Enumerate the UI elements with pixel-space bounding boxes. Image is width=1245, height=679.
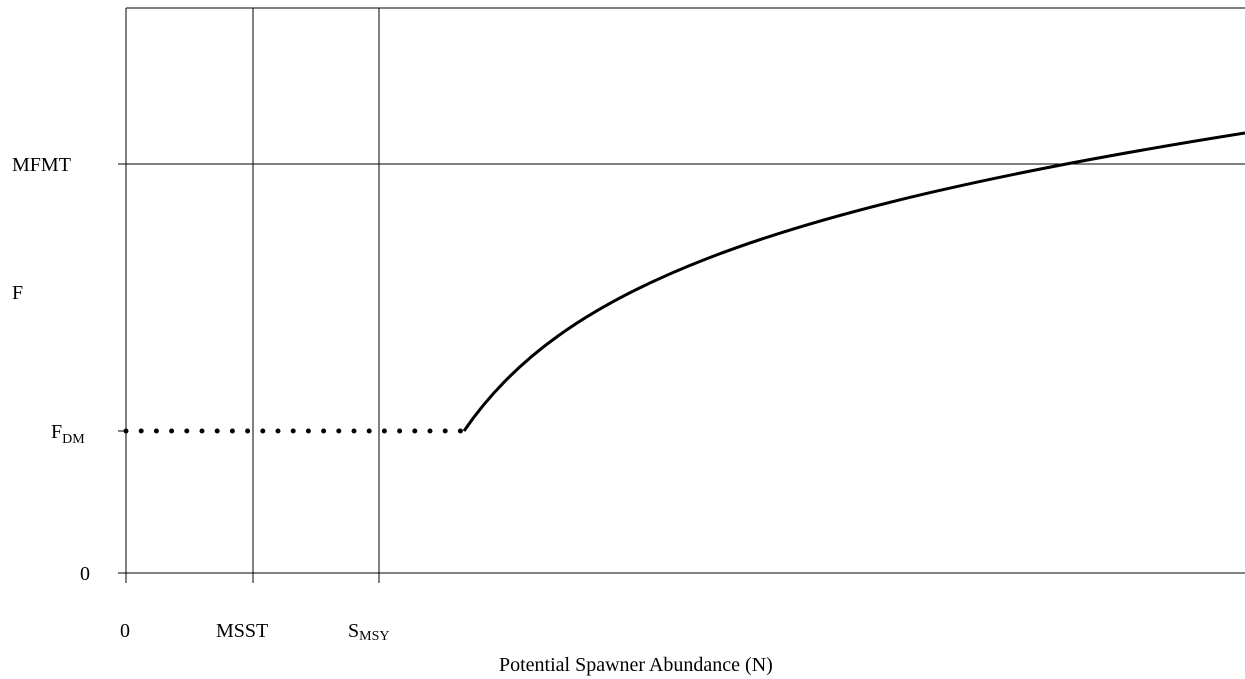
x-tick-label-msst: MSST bbox=[216, 620, 268, 642]
x-tick-label-zero: 0 bbox=[120, 620, 130, 642]
fdm-subscript: DM bbox=[62, 432, 85, 447]
x-tick-label-smsy: SMSY bbox=[348, 620, 389, 644]
fdm-main-text: F bbox=[51, 421, 62, 443]
f-response-curve bbox=[462, 131, 1245, 432]
y-tick-label-fdm: FDM bbox=[51, 421, 85, 447]
y-tick-label-mfmt: MFMT bbox=[12, 154, 71, 176]
x-axis-label: Potential Spawner Abundance (N) bbox=[499, 654, 773, 676]
smsy-subscript: MSY bbox=[359, 629, 389, 644]
y-tick-label-zero: 0 bbox=[80, 563, 90, 585]
y-axis-label: F bbox=[12, 282, 23, 304]
smsy-main-text: S bbox=[348, 620, 359, 642]
